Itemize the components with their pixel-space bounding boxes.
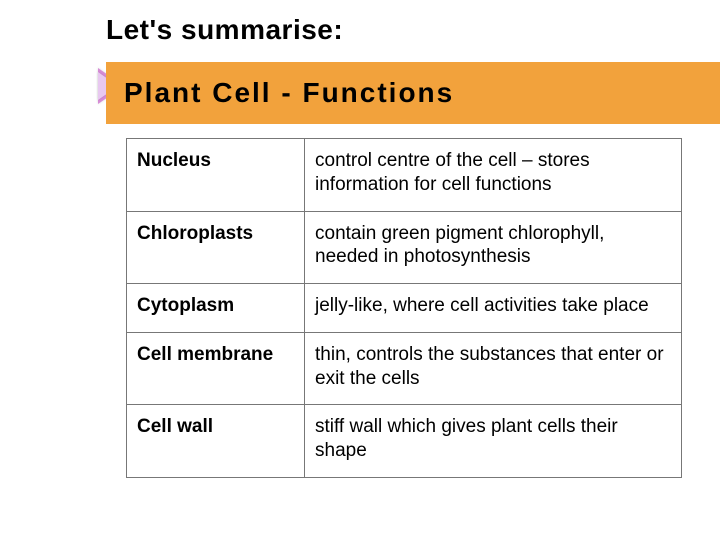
term-cell: Cell membrane [127,332,305,405]
term-cell: Nucleus [127,139,305,212]
definition-cell: contain green pigment chlorophyll, neede… [305,211,682,284]
term-cell: Chloroplasts [127,211,305,284]
definition-cell: control centre of the cell – stores info… [305,139,682,212]
title-text: Plant Cell - Functions [124,77,454,109]
functions-tbody: Nucleuscontrol centre of the cell – stor… [127,139,682,478]
definition-cell: jelly-like, where cell activities take p… [305,284,682,333]
table-row: Nucleuscontrol centre of the cell – stor… [127,139,682,212]
definition-cell: thin, controls the substances that enter… [305,332,682,405]
slide-heading: Let's summarise: [106,14,343,46]
term-cell: Cell wall [127,405,305,478]
functions-table: Nucleuscontrol centre of the cell – stor… [126,138,682,478]
table-row: Cell membranethin, controls the substanc… [127,332,682,405]
title-bar: Plant Cell - Functions [106,62,720,124]
functions-table-wrap: Nucleuscontrol centre of the cell – stor… [126,138,682,478]
table-row: Chloroplastscontain green pigment chloro… [127,211,682,284]
slide: Let's summarise: Plant Cell - Functions … [0,0,720,540]
term-cell: Cytoplasm [127,284,305,333]
table-row: Cytoplasmjelly-like, where cell activiti… [127,284,682,333]
table-row: Cell wallstiff wall which gives plant ce… [127,405,682,478]
definition-cell: stiff wall which gives plant cells their… [305,405,682,478]
